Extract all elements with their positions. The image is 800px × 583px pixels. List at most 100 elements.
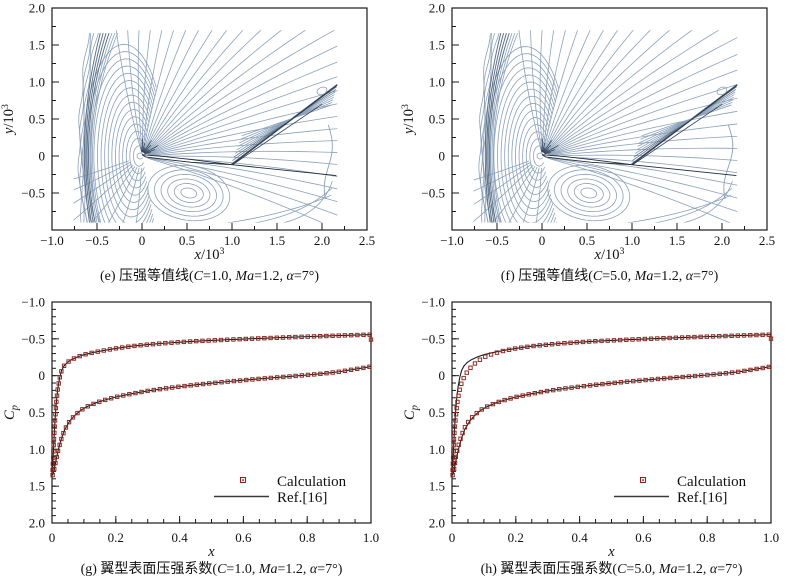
caption-segment: (g) 翼型表面压强系数( <box>80 562 218 577</box>
calc-marker <box>717 371 722 377</box>
calc-marker <box>500 348 506 354</box>
calc-marker <box>51 449 56 454</box>
calc-marker <box>243 336 248 342</box>
x-tick-label: 1.0 <box>624 233 640 248</box>
calc-marker <box>451 466 457 472</box>
ray <box>142 30 151 151</box>
calc-marker <box>52 430 57 435</box>
calc-marker <box>355 332 360 338</box>
bow-shock-line <box>86 33 107 223</box>
y-axis-label: Cp <box>402 405 421 420</box>
x-tick-label: −0.5 <box>85 233 109 248</box>
caption-segment: =1.2, <box>677 562 710 577</box>
calc-marker <box>569 385 574 390</box>
calc-marker <box>194 382 200 387</box>
x-tick-label: 0 <box>539 233 546 248</box>
calc-marker <box>361 365 366 371</box>
calc-marker <box>729 370 735 375</box>
calc-marker <box>207 381 212 386</box>
calc-marker <box>605 338 610 343</box>
y-tick-label: 0 <box>39 368 46 383</box>
calc-marker <box>55 387 60 392</box>
calc-marker <box>206 338 211 343</box>
calc-marker <box>61 430 66 436</box>
ray <box>145 30 262 153</box>
caption-segment: =1.0, <box>226 562 259 577</box>
lower-loop <box>167 178 211 208</box>
ray <box>547 157 738 199</box>
ray-down <box>508 166 538 223</box>
calc-marker <box>452 424 458 429</box>
panel-f-caption: (f) 压强等值线(C=5.0, Ma=1.2, α=7°) <box>452 268 767 286</box>
x-tick-label: 1.5 <box>269 233 285 248</box>
small-loop <box>316 86 328 96</box>
tail-shock-core2 <box>232 103 323 165</box>
le-dark-fan <box>141 138 144 153</box>
ray <box>544 30 619 152</box>
calc-marker <box>544 388 550 394</box>
calc-marker <box>53 460 58 466</box>
calc-marker <box>311 334 317 339</box>
calc-marker <box>231 337 236 342</box>
calc-marker <box>624 379 630 384</box>
calc-marker <box>760 365 765 371</box>
calc-marker <box>458 436 463 442</box>
calc-marker <box>469 415 475 420</box>
calc-marker <box>200 381 206 387</box>
calc-marker <box>97 399 102 404</box>
bottom-sweep <box>282 180 333 223</box>
ray <box>548 147 738 157</box>
lower-loop <box>554 169 624 217</box>
calc-marker <box>581 383 587 389</box>
calc-marker <box>287 374 292 379</box>
ray <box>542 30 555 151</box>
calc-marker <box>231 378 237 384</box>
y-axis-label: y/103 <box>400 104 417 136</box>
calc-marker <box>617 337 623 343</box>
calc-marker <box>324 333 329 339</box>
ray <box>147 103 338 155</box>
calc-marker <box>766 332 771 337</box>
caption-segment: (e) 压强等值线( <box>99 269 194 284</box>
le-dark-fan <box>541 138 544 153</box>
tail-shock-line <box>241 104 332 137</box>
caption-segment: C <box>617 562 627 577</box>
calc-marker <box>181 339 187 345</box>
ray <box>543 30 578 152</box>
right-wave <box>323 124 333 200</box>
ray <box>547 84 738 155</box>
calc-marker <box>250 377 255 382</box>
calc-marker <box>280 335 286 340</box>
ray <box>548 123 738 156</box>
x-axis-label: x/103 <box>594 246 625 263</box>
y-tick-label: 1.5 <box>29 479 45 494</box>
calc-marker <box>299 373 305 378</box>
le-loop <box>107 94 151 218</box>
bottom-sweep <box>226 194 332 223</box>
calc-marker <box>618 380 624 385</box>
ray-down <box>73 163 132 204</box>
calc-marker <box>466 419 471 425</box>
airfoil-outline <box>141 154 233 166</box>
x-tick-label: −1.0 <box>440 233 464 248</box>
panel-e: −1.0 −0.5 0 0.5 1.0 1.5 2.0 2.5 2.0 1.5 1.0 0.5 0 −0.… <box>0 0 400 290</box>
axis-ticks <box>451 7 768 231</box>
calc-marker <box>54 399 59 405</box>
x-tick-label: 0.2 <box>508 530 524 545</box>
le-dark-fan <box>142 147 146 153</box>
calc-marker <box>107 347 113 352</box>
le-loop <box>104 87 152 223</box>
small-loop <box>716 86 728 96</box>
x-axis-label: x/103 <box>194 246 225 263</box>
calc-marker <box>66 419 72 425</box>
calc-marker <box>151 387 156 393</box>
x-tick-label: 0 <box>49 530 56 545</box>
ray <box>548 154 738 161</box>
calc-marker <box>75 410 80 416</box>
calc-marker <box>274 375 280 380</box>
calc-marker <box>742 368 747 374</box>
calc-marker <box>61 363 67 368</box>
calc-marker <box>145 388 150 394</box>
caption-segment: =5.0, <box>626 562 659 577</box>
